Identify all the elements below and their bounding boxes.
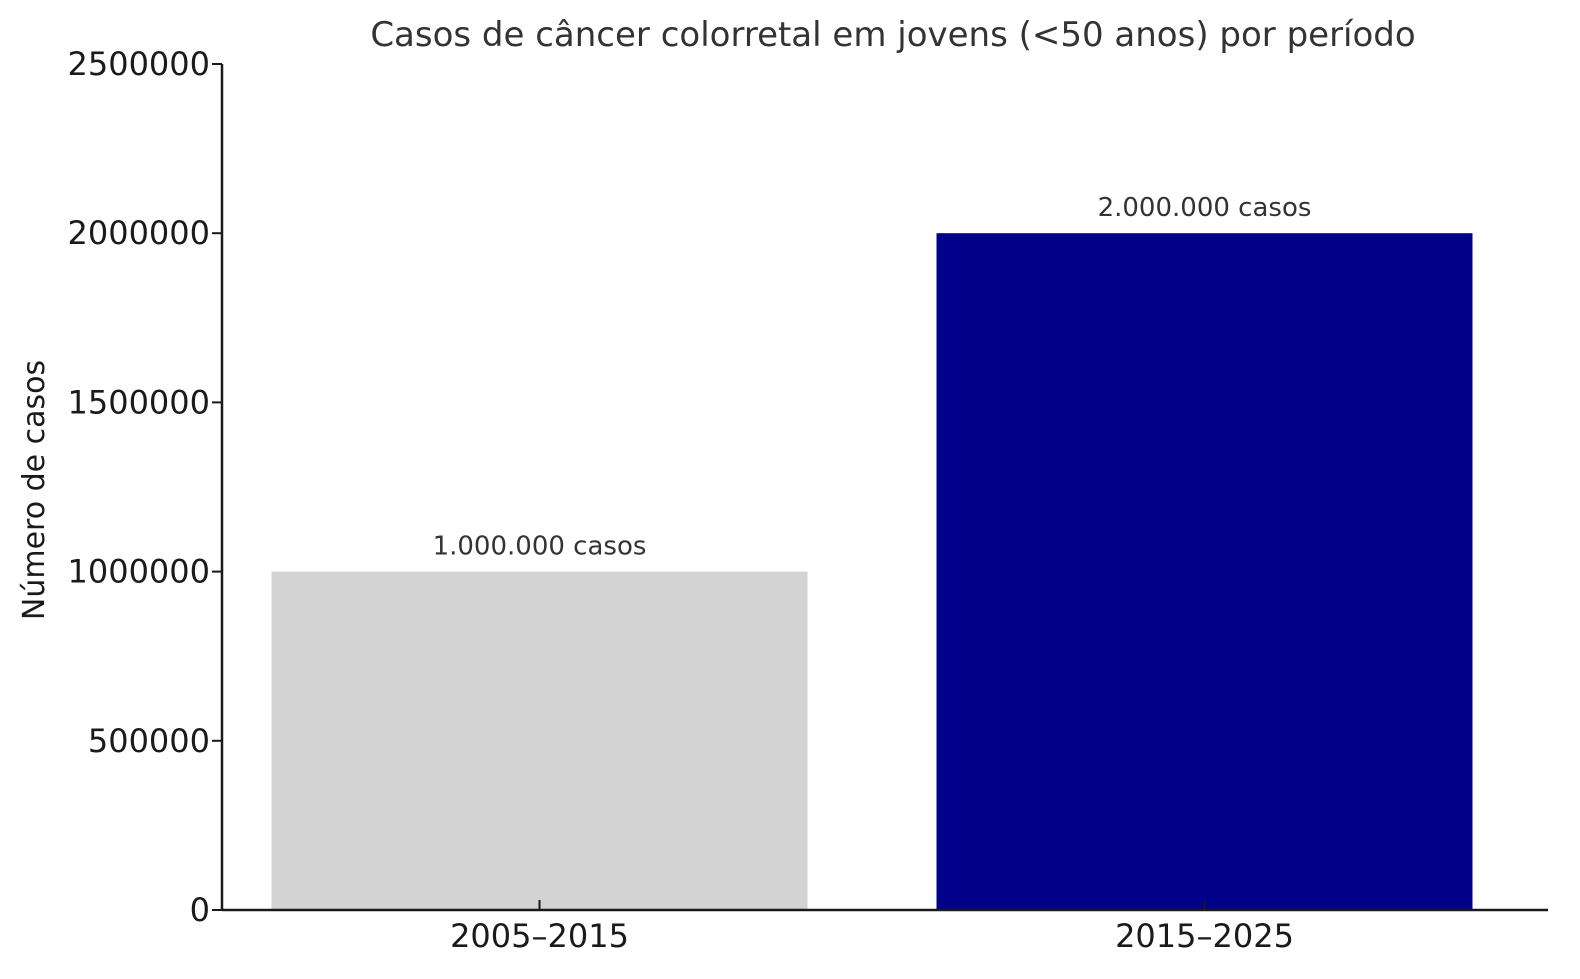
y-axis-ticks: 0 500000 1000000 1500000 2000000 2500000 (67, 45, 222, 929)
bar-1 (271, 571, 808, 910)
bars-group (271, 233, 1473, 910)
y-tick-label: 2000000 (67, 214, 210, 252)
x-tick-label: 2005–2015 (450, 917, 629, 955)
y-tick-label: 1000000 (67, 553, 210, 591)
x-axis-ticks: 2005–2015 2015–2025 (450, 900, 1294, 955)
bar-data-label: 1.000.000 casos (433, 532, 647, 562)
y-tick-label: 1500000 (67, 383, 210, 421)
y-tick-label: 2500000 (67, 45, 210, 83)
x-tick-label: 2015–2025 (1115, 917, 1294, 955)
y-tick-label: 0 (190, 891, 210, 929)
bar-data-label: 2.000.000 casos (1098, 193, 1312, 223)
data-labels-group: 1.000.000 casos 2.000.000 casos (433, 193, 1312, 561)
y-tick-label: 500000 (88, 722, 210, 760)
chart-title: Casos de câncer colorretal em jovens (<5… (370, 15, 1415, 55)
bar-2 (936, 233, 1473, 910)
y-axis-label: Número de casos (17, 360, 52, 620)
